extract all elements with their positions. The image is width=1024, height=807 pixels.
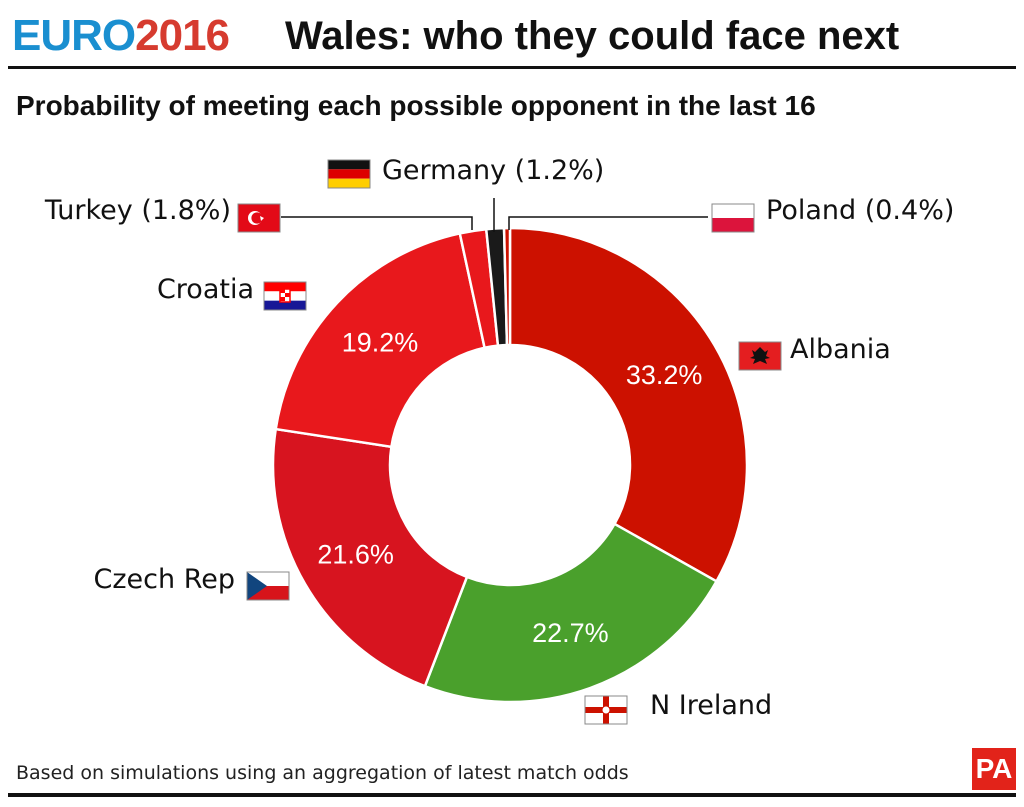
n-ireland-flag-icon xyxy=(584,695,628,725)
donut-chart: 33.2% 22.7% 21.6% 19.2% Albania N Ireland Czec… xyxy=(44,155,954,725)
turkey-flag-icon xyxy=(237,203,281,233)
slice-croatia xyxy=(274,231,487,449)
chart-subtitle: Probability of meeting each possible opp… xyxy=(16,90,816,121)
legend-label-czech-rep: Czech Rep xyxy=(94,564,235,595)
albania-flag-icon xyxy=(738,341,782,371)
logo-year-text: 2016 xyxy=(135,11,230,60)
slice-albania xyxy=(508,226,749,584)
legend-label-croatia: Croatia xyxy=(157,274,254,305)
slice-czech-rep xyxy=(271,427,469,688)
slice-poland xyxy=(502,226,512,347)
legend-label-turkey: Turkey (1.8%) xyxy=(44,195,231,226)
logo-euro-text: EURO xyxy=(12,11,136,60)
legend-label-n-ireland: N Ireland xyxy=(650,690,772,721)
legend-label-germany: Germany (1.2%) xyxy=(382,155,604,186)
slice-value-czech-rep: 21.6% xyxy=(317,540,394,570)
footer-divider xyxy=(8,793,1016,797)
leader-line-turkey xyxy=(281,216,473,230)
slice-value-croatia: 19.2% xyxy=(342,328,419,358)
slice-n-ireland xyxy=(423,522,719,704)
pa-logo: PA xyxy=(972,748,1016,790)
euro2016-logo: EURO2016 xyxy=(12,10,230,62)
slice-value-n-ireland: 22.7% xyxy=(532,618,609,648)
poland-flag-icon xyxy=(711,203,755,233)
page-title: Wales: who they could face next xyxy=(285,14,900,58)
source-footnote: Based on simulations using an aggregatio… xyxy=(16,762,629,784)
header-divider xyxy=(8,66,1016,69)
germany-flag-icon xyxy=(327,159,371,189)
legend-label-poland: Poland (0.4%) xyxy=(766,195,954,226)
slice-value-albania: 33.2% xyxy=(626,360,703,390)
leader-line-poland xyxy=(508,216,708,230)
legend-label-albania: Albania xyxy=(790,334,891,365)
czech-rep-flag-icon xyxy=(246,571,290,601)
croatia-flag-icon xyxy=(263,281,307,311)
